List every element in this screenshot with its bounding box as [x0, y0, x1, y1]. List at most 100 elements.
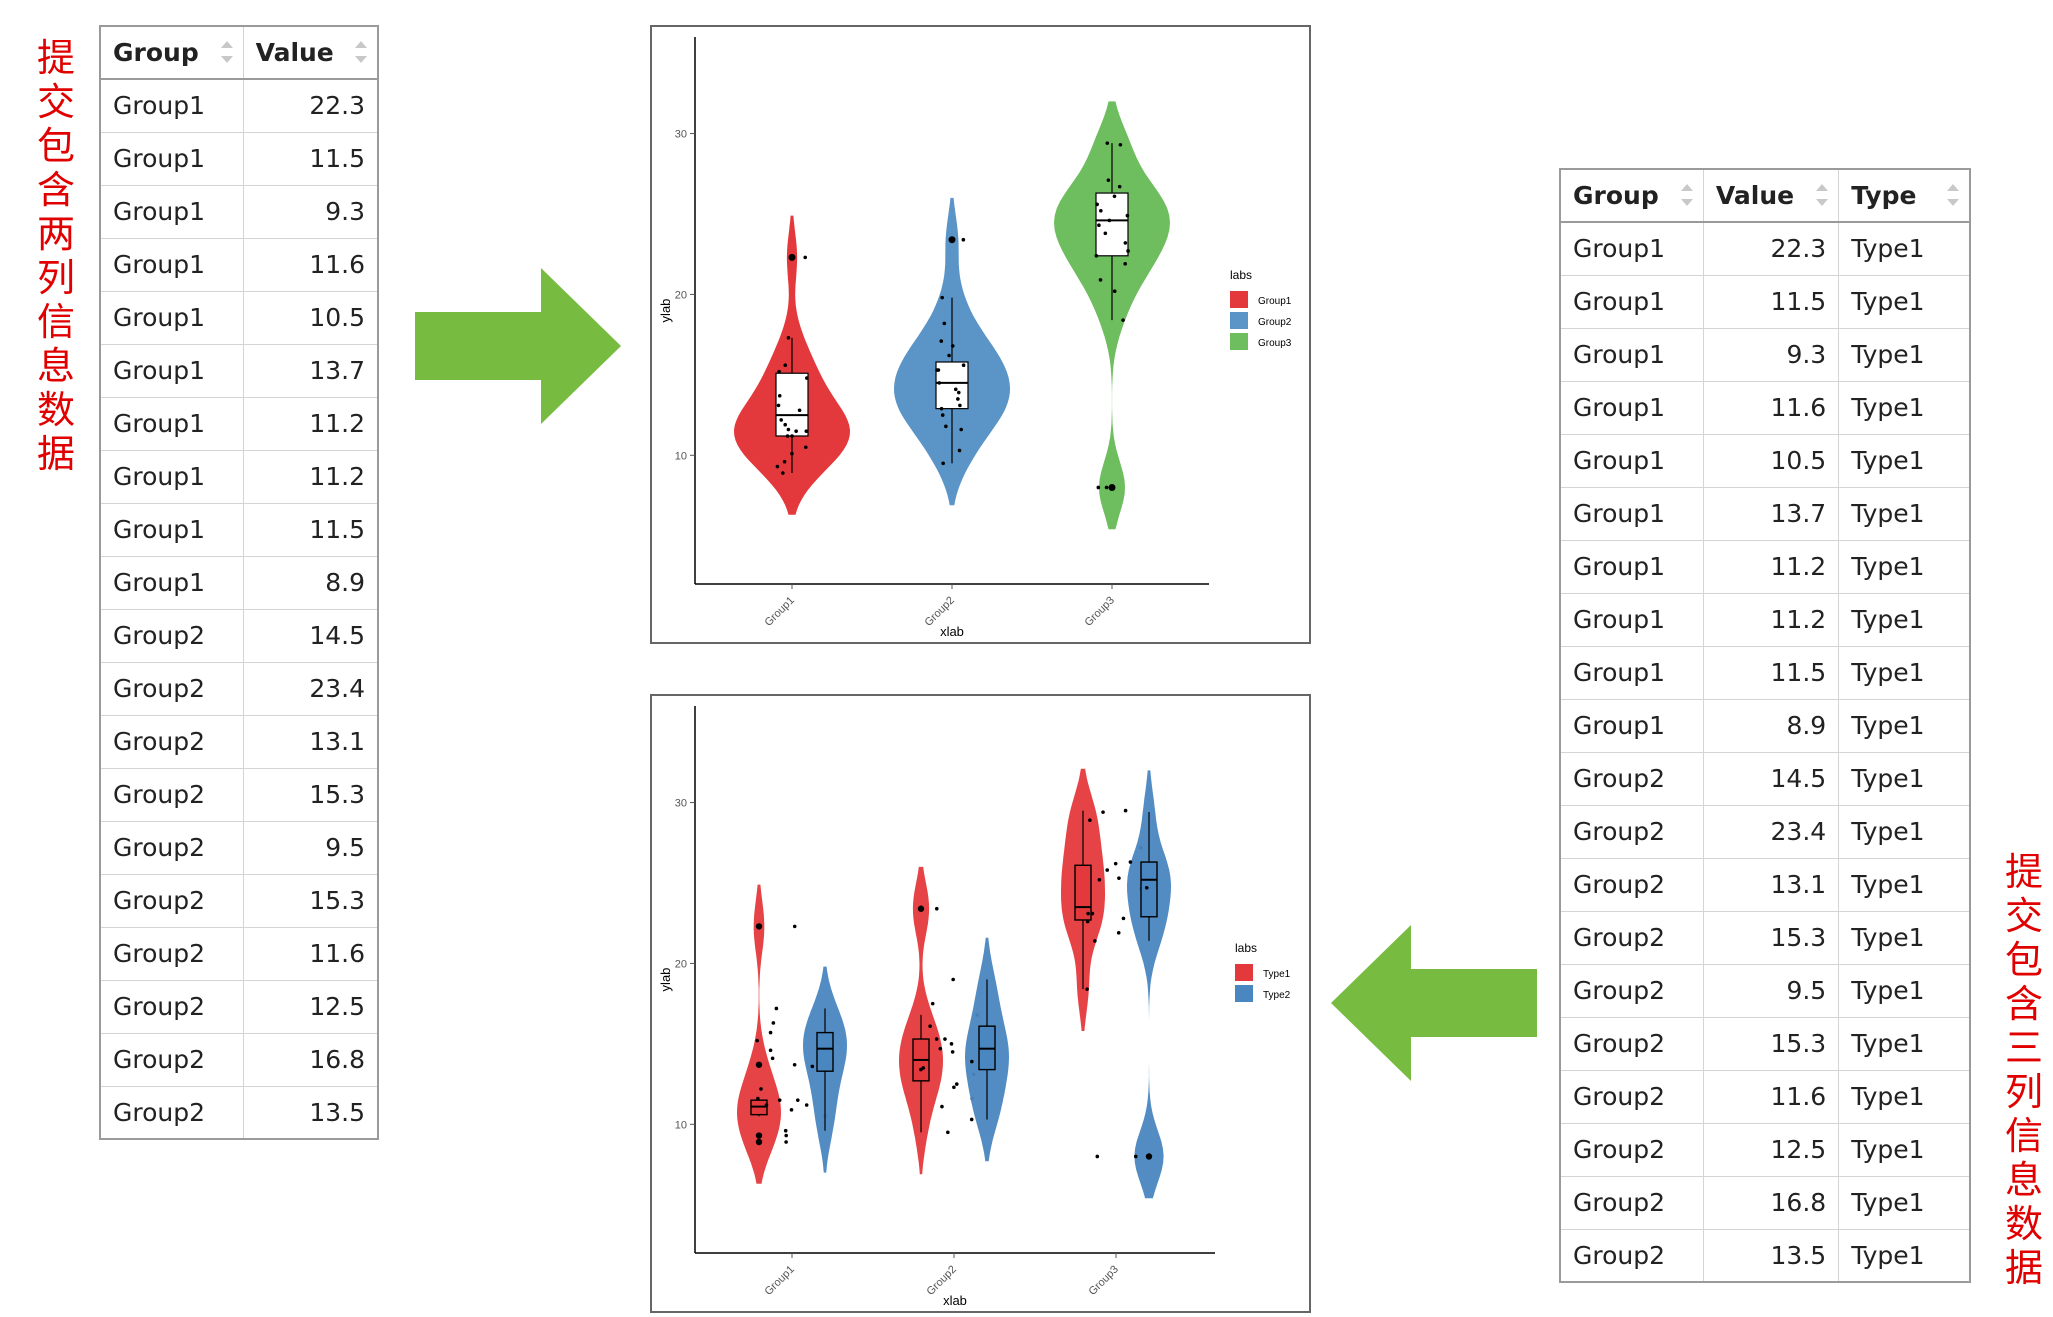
jitter-point: [946, 1130, 950, 1135]
table-cell: 22.3: [1702, 221, 1840, 276]
sort-icon[interactable]: [355, 41, 367, 63]
jitter-point: [774, 1006, 779, 1011]
table-cell: Type1: [1838, 592, 1971, 647]
y-tick-label: 30: [675, 798, 687, 810]
table-row: Group1 11.6 Type1: [1559, 380, 1971, 435]
table-row: Group1 22.3: [99, 78, 379, 133]
jitter-point: [1112, 289, 1117, 293]
y-tick-label: 30: [675, 129, 687, 141]
table-cell: Group2: [99, 661, 244, 716]
table-cell: Group1: [99, 290, 244, 345]
table-cell: Group2: [1559, 1228, 1704, 1283]
jitter-point: [1105, 868, 1110, 872]
jitter-point: [1123, 262, 1127, 266]
table-cell: Type1: [1838, 486, 1971, 541]
sort-icon[interactable]: [1680, 184, 1693, 206]
sort-icon[interactable]: [1816, 184, 1829, 206]
table-cell: Group1: [1559, 327, 1704, 382]
jitter-point: [1097, 877, 1102, 882]
jitter-point: [768, 1048, 773, 1053]
legend-swatch: [1235, 985, 1253, 1002]
jitter-point: [1125, 213, 1130, 218]
jitter-point: [1123, 808, 1128, 813]
table-cell: 8.9: [1702, 698, 1840, 753]
legend-title: labs: [1230, 268, 1252, 282]
x-axis-title: xlab: [940, 624, 964, 639]
column-header-value[interactable]: Value: [242, 25, 379, 80]
outlier-point: [755, 1138, 763, 1146]
box-body: [775, 372, 809, 437]
table-cell: 13.5: [242, 1085, 379, 1140]
sort-icon[interactable]: [220, 41, 233, 63]
outlier-point: [755, 923, 763, 930]
jitter-point: [958, 403, 962, 408]
table-row: Group2 15.3: [99, 767, 379, 822]
legend-label: Type1: [1263, 969, 1291, 980]
table-cell: 11.5: [242, 502, 379, 557]
x-axis-title: xlab: [943, 1293, 967, 1308]
table-row: Group2 14.5: [99, 608, 379, 663]
column-header-value[interactable]: Value: [1702, 168, 1840, 223]
table-cell: 13.1: [242, 714, 379, 769]
column-header-group[interactable]: Group: [1559, 168, 1704, 223]
legend-swatch: [1230, 333, 1248, 350]
jitter-point: [803, 255, 808, 260]
sort-icon[interactable]: [1947, 184, 1959, 206]
table-row: Group1 13.7 Type1: [1559, 486, 1971, 541]
table-cell: Type1: [1838, 1228, 1971, 1283]
jitter-point: [786, 336, 791, 340]
table-cell: 9.3: [242, 184, 379, 239]
table-cell: Group1: [99, 449, 244, 504]
jitter-point: [770, 1056, 775, 1061]
table-cell: 15.3: [242, 873, 379, 928]
jitter-point: [951, 977, 955, 982]
table-cell: Group1: [1559, 539, 1704, 594]
table-row: Group2 16.8 Type1: [1559, 1175, 1971, 1230]
table-cell: 11.6: [242, 237, 379, 292]
jitter-point: [786, 427, 791, 432]
legend-label: Group1: [1258, 296, 1292, 307]
table-row: Group1 11.5 Type1: [1559, 645, 1971, 700]
table-cell: 13.7: [1702, 486, 1840, 541]
table-cell: Type1: [1838, 645, 1971, 700]
caption-char: 三: [2004, 1026, 2043, 1070]
legend-title: labs: [1235, 941, 1257, 955]
column-header-group[interactable]: Group: [99, 25, 244, 80]
jitter-point: [1126, 249, 1130, 253]
table-cell: Type1: [1838, 327, 1971, 382]
legend-swatch: [1230, 291, 1248, 308]
x-tick-label: Group1: [763, 1263, 797, 1297]
jitter-point: [1106, 178, 1111, 182]
table-row: Group2 9.5 Type1: [1559, 963, 1971, 1018]
outlier-point: [948, 236, 956, 244]
table-row: Group1 11.2: [99, 449, 379, 504]
table-cell: Group2: [99, 979, 244, 1034]
jitter-point: [1123, 241, 1128, 245]
table-cell: Type1: [1838, 910, 1971, 965]
jitter-point: [1093, 939, 1097, 943]
table-row: Group2 12.5 Type1: [1559, 1122, 1971, 1177]
caption-char: 息: [36, 344, 75, 388]
jitter-point: [795, 1098, 800, 1102]
legend-swatch: [1235, 964, 1253, 981]
left-caption: 提交包含两列信息数据: [34, 36, 78, 476]
table-cell: Group2: [1559, 1069, 1704, 1124]
jitter-point: [803, 445, 808, 450]
table-row: Group2 16.8: [99, 1032, 379, 1087]
caption-char: 信: [2004, 1114, 2043, 1158]
column-header-type[interactable]: Type: [1838, 168, 1971, 223]
jitter-point: [755, 1038, 759, 1043]
table-cell: Group1: [99, 555, 244, 610]
table-row: Group1 9.3: [99, 184, 379, 239]
right-caption: 提交包含三列信息数据: [2002, 850, 2046, 1290]
table-cell: 11.6: [242, 926, 379, 981]
table-cell: 16.8: [1702, 1175, 1840, 1230]
jitter-point: [764, 1103, 769, 1107]
table-cell: 11.5: [1702, 274, 1840, 329]
jitter-point: [777, 369, 781, 374]
caption-char: 提: [36, 36, 75, 80]
jitter-point: [942, 321, 947, 326]
jitter-point: [1103, 231, 1108, 236]
jitter-point: [938, 1046, 943, 1051]
